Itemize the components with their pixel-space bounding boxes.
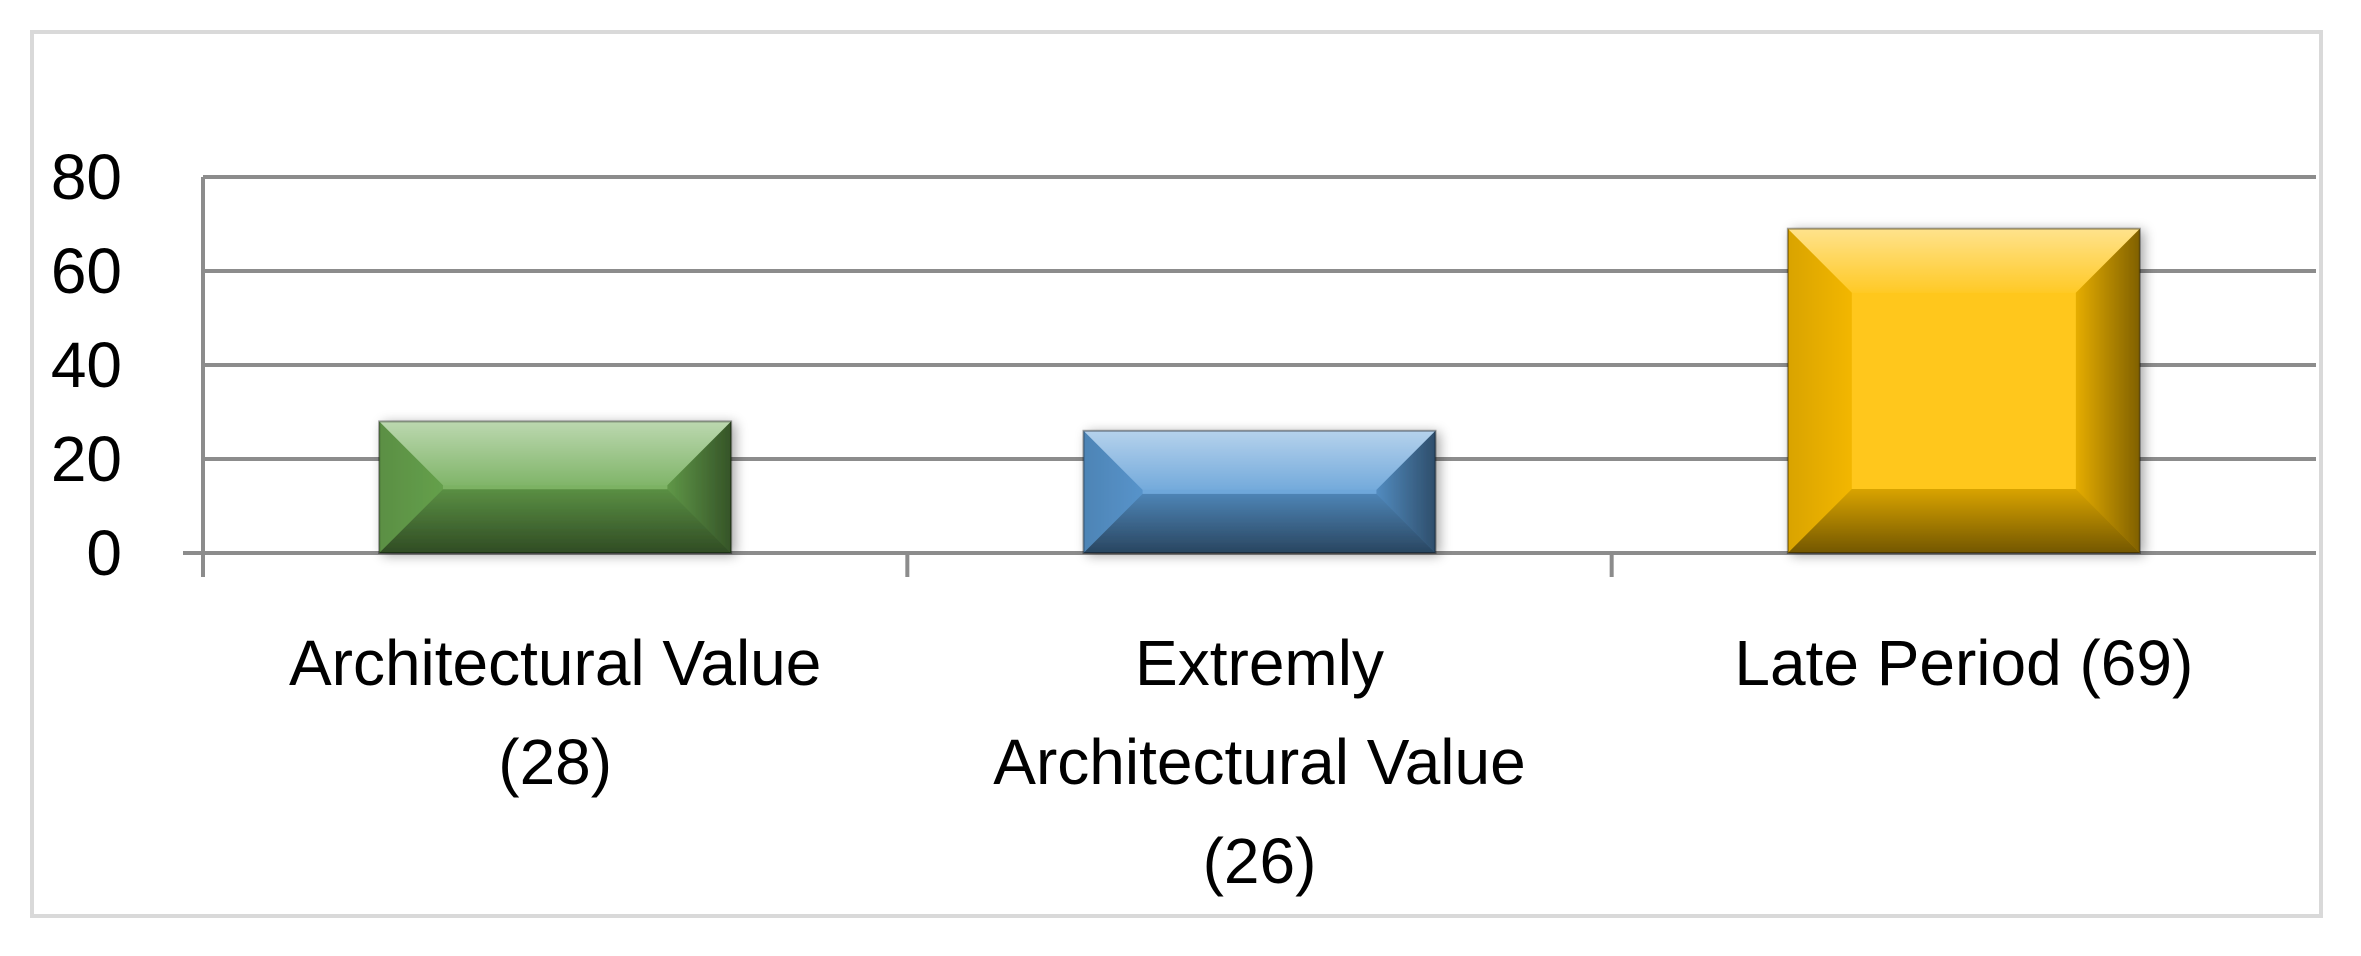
bar-2-bevel-left: [1787, 228, 1852, 553]
x-category-label-1-line-0: Extremly: [1135, 627, 1384, 699]
bar-0-inner: [442, 485, 668, 490]
bar-1-outline: [1082, 429, 1437, 554]
x-category-label-1: Extremly Architectural Value (26): [993, 627, 1525, 897]
bar-2: [1786, 227, 2141, 554]
bar-1-bevel-top: [1083, 430, 1436, 490]
y-tick-label-40: 40: [51, 329, 122, 401]
bar-0-bevel-top: [379, 421, 732, 486]
bar-2-inner: [1851, 292, 2076, 489]
y-tick-label-20: 20: [51, 423, 122, 495]
bar-0: [378, 420, 733, 554]
x-category-label-1-line-1: Architectural Value: [993, 726, 1525, 798]
x-category-label-0-line-0: Architectural Value: [289, 627, 821, 699]
bar-0-bevel-right: [667, 421, 732, 553]
y-tick-labels: 0 20 40 60 80: [51, 141, 122, 589]
x-category-label-1-line-2: (26): [1203, 825, 1317, 897]
y-tick-label-60: 60: [51, 235, 122, 307]
y-tick-label-0: 0: [86, 517, 122, 589]
y-tick-label-80: 80: [51, 141, 122, 213]
bar-1-bevel-right: [1376, 430, 1436, 553]
bar-2-bevel-bottom: [1787, 489, 2140, 553]
bar-2-outline: [1786, 227, 2141, 554]
bar-0-outline: [378, 420, 733, 554]
bar-1-bevel-bottom: [1083, 493, 1436, 553]
bar-0-bevel-bottom: [379, 489, 732, 553]
x-category-label-2: Late Period (69): [1734, 627, 2193, 699]
bar-1-bevel-left: [1083, 430, 1143, 553]
bar-1-inner: [1142, 489, 1377, 494]
x-category-label-2-line-0: Late Period (69): [1734, 627, 2193, 699]
bar-1: [1082, 429, 1437, 554]
bar-0-bevel-left: [379, 421, 443, 553]
category-labels: Architectural Value (28) Extremly Architect…: [289, 627, 2193, 897]
bar-2-bevel-top: [1787, 228, 2140, 293]
x-category-label-0: Architectural Value (28): [289, 627, 821, 798]
bars: [378, 227, 2141, 554]
x-category-label-0-line-1: (28): [498, 726, 612, 798]
bar-2-bevel-right: [2075, 228, 2140, 553]
